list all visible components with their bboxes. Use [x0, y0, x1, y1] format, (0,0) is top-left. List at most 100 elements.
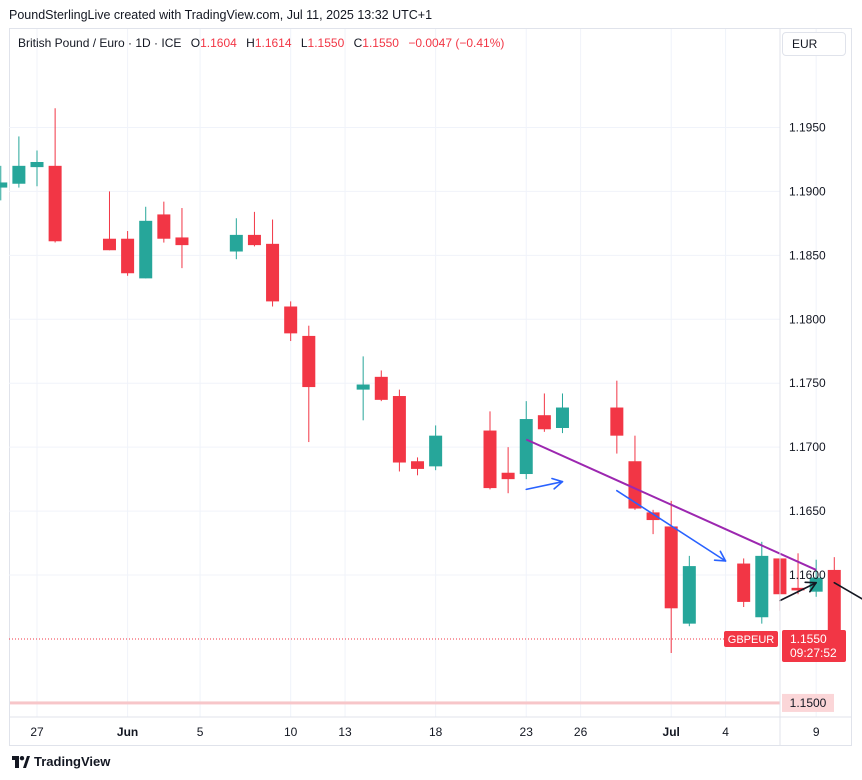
candle-body — [229, 234, 243, 252]
candle-body — [519, 419, 533, 475]
candle — [229, 218, 243, 260]
high-value: 1.1614 — [254, 36, 292, 50]
countdown-label: 09:27:52 — [790, 646, 837, 660]
candle — [48, 108, 62, 243]
price-tick-label: 1.1600 — [789, 568, 826, 582]
candle-body — [0, 182, 8, 188]
candle-body — [30, 161, 44, 168]
price-tick-label: 1.1750 — [789, 376, 826, 390]
time-tick-label: Jun — [117, 725, 138, 739]
chart-credit: PoundSterlingLive created with TradingVi… — [9, 8, 433, 22]
candle — [791, 553, 805, 595]
candle — [429, 425, 443, 471]
candle — [737, 558, 751, 608]
price-tick-label: 1.1650 — [789, 504, 826, 518]
candle — [827, 557, 841, 639]
close-value: 1.1550 — [362, 36, 399, 50]
candle-body — [284, 306, 298, 334]
low-label: L — [300, 36, 308, 50]
candle — [483, 411, 497, 490]
candle-body — [664, 526, 678, 609]
candle-body — [737, 563, 751, 602]
time-tick-label: 26 — [574, 725, 588, 739]
candle-body — [139, 220, 153, 279]
time-tick-label: 13 — [338, 725, 352, 739]
candle-body — [537, 415, 551, 430]
candle — [682, 555, 696, 627]
arrow-drawing — [833, 581, 862, 600]
candle — [501, 447, 515, 494]
candle-body — [610, 407, 624, 436]
candle — [356, 356, 370, 421]
candle — [628, 435, 642, 510]
candle — [266, 219, 280, 307]
candle-body — [157, 214, 171, 239]
candle — [755, 541, 769, 624]
marked-level-badge — [782, 693, 834, 712]
open-label: O — [190, 36, 201, 50]
candle — [30, 150, 44, 187]
candle-body — [755, 555, 769, 618]
candle-body — [12, 165, 26, 184]
last-price-label: 1.1550 — [790, 632, 827, 646]
candle-body — [646, 512, 660, 521]
candle — [302, 325, 316, 443]
time-tick-label: 5 — [197, 725, 204, 739]
symbol-tag-label: GBPEUR — [728, 634, 775, 646]
time-axis: 27Jun51013182326Jul49141722 — [9, 716, 852, 739]
arrow-drawing — [525, 477, 564, 491]
candle-body — [501, 472, 515, 480]
time-tick-label: Jul — [663, 725, 680, 739]
candle-body — [302, 335, 316, 388]
candle — [374, 370, 388, 402]
arrow-head — [551, 477, 564, 490]
candle-body — [374, 376, 388, 400]
marked-level-label: 1.1500 — [790, 696, 827, 710]
candle — [12, 136, 26, 188]
tradingview-logo-icon — [12, 755, 30, 768]
arrow-drawing — [616, 489, 727, 562]
candle-body — [48, 165, 62, 242]
open-value: 1.1604 — [200, 36, 237, 50]
time-tick-label: 4 — [722, 725, 729, 739]
close-label: C — [353, 36, 363, 50]
time-tick-label: 23 — [520, 725, 534, 739]
candle-body — [175, 237, 189, 246]
candle-body — [247, 234, 261, 246]
candle-body — [429, 435, 443, 467]
symbol-tag-badge — [724, 630, 778, 647]
price-axis: 1.1950 1.1900 1.1850 1.1800 1.1750 1.1700 1.16… — [724, 29, 846, 746]
time-tick-label: 9 — [813, 725, 820, 739]
last-price-badge — [782, 629, 846, 662]
price-tick-label: 1.1900 — [789, 184, 826, 198]
change-value: −0.0047 (−0.41%) — [408, 36, 505, 50]
symbol-name: British Pound / Euro · 1D · ICE — [18, 36, 182, 50]
candles — [0, 108, 841, 654]
candle — [102, 191, 116, 251]
chart-frame — [9, 28, 852, 746]
candle — [411, 457, 425, 476]
candle-body — [791, 587, 805, 591]
low-value: 1.1550 — [307, 36, 345, 50]
candle — [247, 211, 261, 247]
price-tick-label: 1.1700 — [789, 440, 826, 454]
arrow-shaft — [833, 581, 862, 600]
marked-level-line — [10, 701, 780, 705]
candle-body — [682, 566, 696, 624]
currency-button[interactable]: EUR — [782, 32, 846, 56]
price-tick-label: 1.1800 — [789, 312, 826, 326]
candle — [610, 380, 624, 454]
candle — [139, 206, 153, 279]
candle-body — [266, 243, 280, 302]
price-tick-label: 1.1850 — [789, 248, 826, 262]
candle-body — [628, 461, 642, 509]
candle-body — [102, 238, 116, 251]
candle — [555, 393, 569, 434]
candle-body — [555, 407, 569, 428]
arrow-head — [804, 581, 817, 593]
candle-body — [392, 396, 406, 463]
candle — [175, 208, 189, 269]
candle — [284, 301, 298, 342]
candle-body — [121, 238, 135, 274]
